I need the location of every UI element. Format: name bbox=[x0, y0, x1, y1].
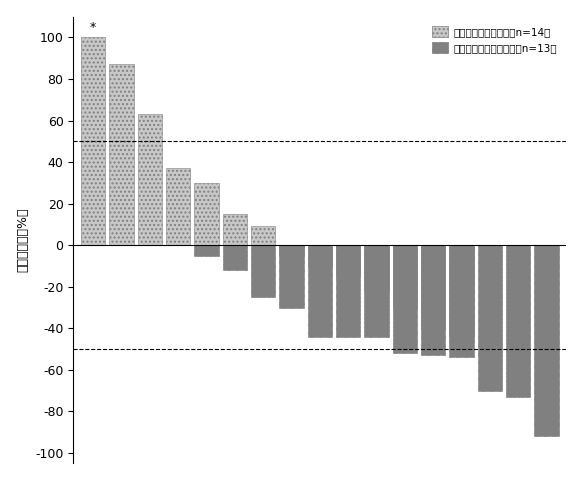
Bar bbox=[364, 245, 388, 291]
Bar bbox=[393, 245, 417, 308]
Bar bbox=[279, 245, 304, 308]
Bar bbox=[308, 245, 332, 336]
Bar bbox=[478, 245, 502, 391]
Bar bbox=[449, 245, 473, 336]
Bar bbox=[421, 245, 445, 328]
Bar bbox=[364, 245, 388, 336]
Bar bbox=[251, 245, 275, 297]
Bar bbox=[308, 245, 332, 266]
Bar bbox=[81, 37, 105, 245]
Bar bbox=[279, 245, 304, 255]
Bar bbox=[535, 245, 559, 436]
Bar bbox=[166, 168, 190, 245]
Bar bbox=[223, 214, 247, 245]
Bar bbox=[506, 245, 530, 397]
Bar bbox=[195, 245, 219, 255]
Y-axis label: 最大縮小率（%）: 最大縮小率（%） bbox=[17, 208, 30, 272]
Bar bbox=[110, 64, 134, 245]
Bar bbox=[223, 245, 247, 270]
Bar bbox=[336, 245, 360, 336]
Text: *: * bbox=[90, 21, 96, 35]
Bar bbox=[393, 245, 417, 353]
Legend: ピロキシカム単独群（n=14）, モガムリズマブ併用群（n=13）: ピロキシカム単独群（n=14）, モガムリズマブ併用群（n=13） bbox=[429, 22, 561, 57]
Bar bbox=[449, 245, 473, 358]
Bar bbox=[251, 227, 275, 245]
Bar bbox=[421, 245, 445, 355]
Bar bbox=[195, 183, 219, 245]
Bar bbox=[336, 245, 360, 276]
Bar bbox=[138, 114, 162, 245]
